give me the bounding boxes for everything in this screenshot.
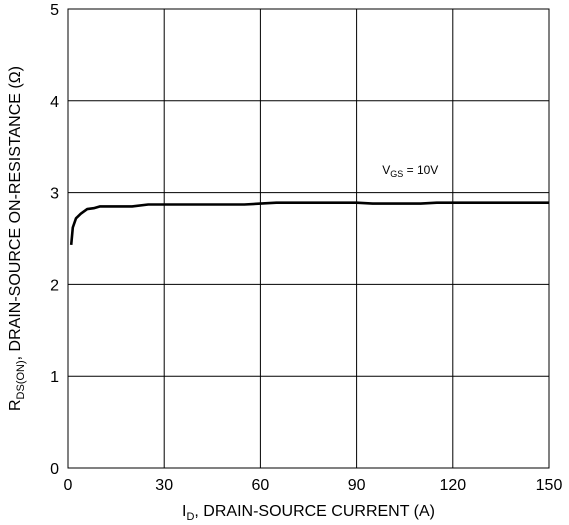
series-line <box>69 201 549 246</box>
series-annotation: VGS = 10V <box>382 163 438 179</box>
y-tick-label: 1 <box>50 369 59 386</box>
y-tick-labels: 0 1 2 3 4 5 <box>50 2 59 478</box>
x-tick-label: 120 <box>439 477 466 494</box>
y-axis-title-sub: DS(ON) <box>15 360 27 399</box>
x-tick-label: 90 <box>348 477 366 494</box>
grid <box>67 8 550 469</box>
x-axis-title-main: I <box>182 503 186 520</box>
x-tick-labels: 0 30 60 90 120 150 <box>64 477 563 494</box>
x-tick-label: 30 <box>155 477 173 494</box>
y-axis-title-main: R <box>7 399 24 411</box>
y-axis-title: RDS(ON), DRAIN-SOURCE ON-RESISTANCE (Ω) <box>7 66 27 411</box>
x-tick-label: 150 <box>536 477 563 494</box>
y-axis-title-rest: , DRAIN-SOURCE ON-RESISTANCE (Ω) <box>7 66 24 360</box>
x-axis-title-sub: D <box>186 511 194 523</box>
x-tick-label: 0 <box>64 477 73 494</box>
plot-frame <box>67 8 550 469</box>
y-tick-label: 2 <box>50 277 59 294</box>
y-tick-label: 0 <box>50 461 59 478</box>
y-tick-label: 5 <box>50 2 59 19</box>
annotations: VGS = 10V <box>382 163 438 179</box>
y-tick-label: 3 <box>50 186 59 203</box>
x-tick-label: 60 <box>252 477 270 494</box>
x-axis-title-rest: , DRAIN-SOURCE CURRENT (A) <box>194 503 435 520</box>
y-tick-label: 4 <box>50 94 59 111</box>
x-axis-title: ID, DRAIN-SOURCE CURRENT (A) <box>182 503 435 523</box>
